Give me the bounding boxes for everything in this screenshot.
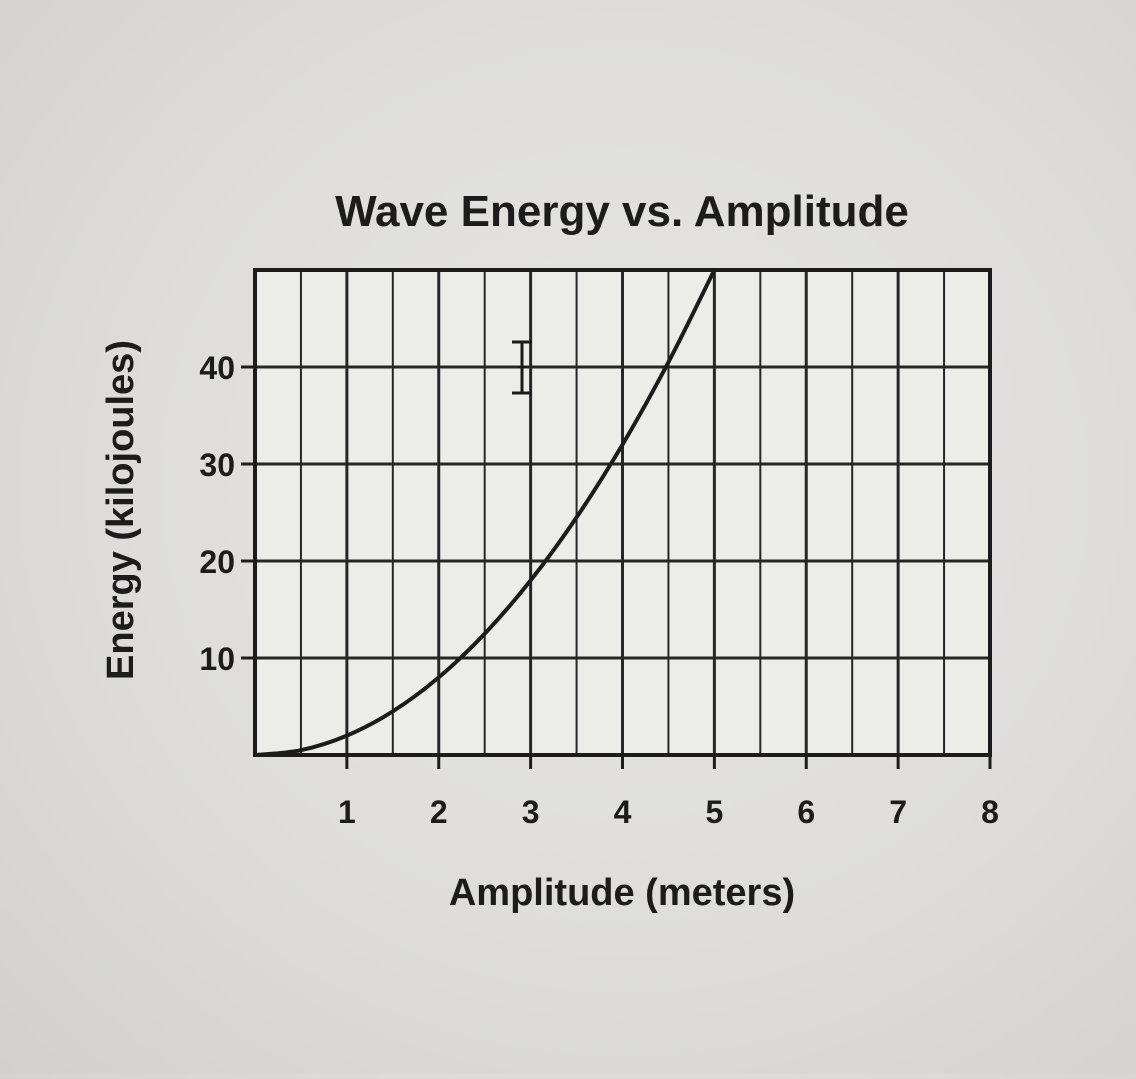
text-cursor-icon bbox=[512, 340, 532, 395]
x-tick-label: 2 bbox=[430, 794, 448, 830]
x-tick-label: 8 bbox=[981, 794, 999, 830]
x-tick-label: 7 bbox=[889, 794, 907, 830]
x-tick-label: 1 bbox=[338, 794, 356, 830]
chart-title: Wave Energy vs. Amplitude bbox=[335, 187, 909, 236]
grid-lines bbox=[255, 270, 990, 755]
x-tick-label: 4 bbox=[614, 794, 632, 830]
y-axis-label: Energy (kilojoules) bbox=[100, 340, 142, 680]
x-tick-label: 3 bbox=[522, 794, 540, 830]
plot-frame bbox=[253, 268, 992, 757]
y-tick-label: 20 bbox=[199, 544, 235, 580]
y-tick-label: 10 bbox=[199, 641, 235, 677]
tick-labels: 1 2 3 4 5 6 7 8 10 20 30 40 bbox=[199, 350, 998, 830]
y-tick-label: 30 bbox=[199, 447, 235, 483]
x-tick-label: 6 bbox=[797, 794, 815, 830]
y-tick-label: 40 bbox=[199, 350, 235, 386]
energy-curve bbox=[253, 268, 717, 757]
x-axis-label: Amplitude (meters) bbox=[449, 872, 795, 914]
x-tick-label: 5 bbox=[705, 794, 723, 830]
